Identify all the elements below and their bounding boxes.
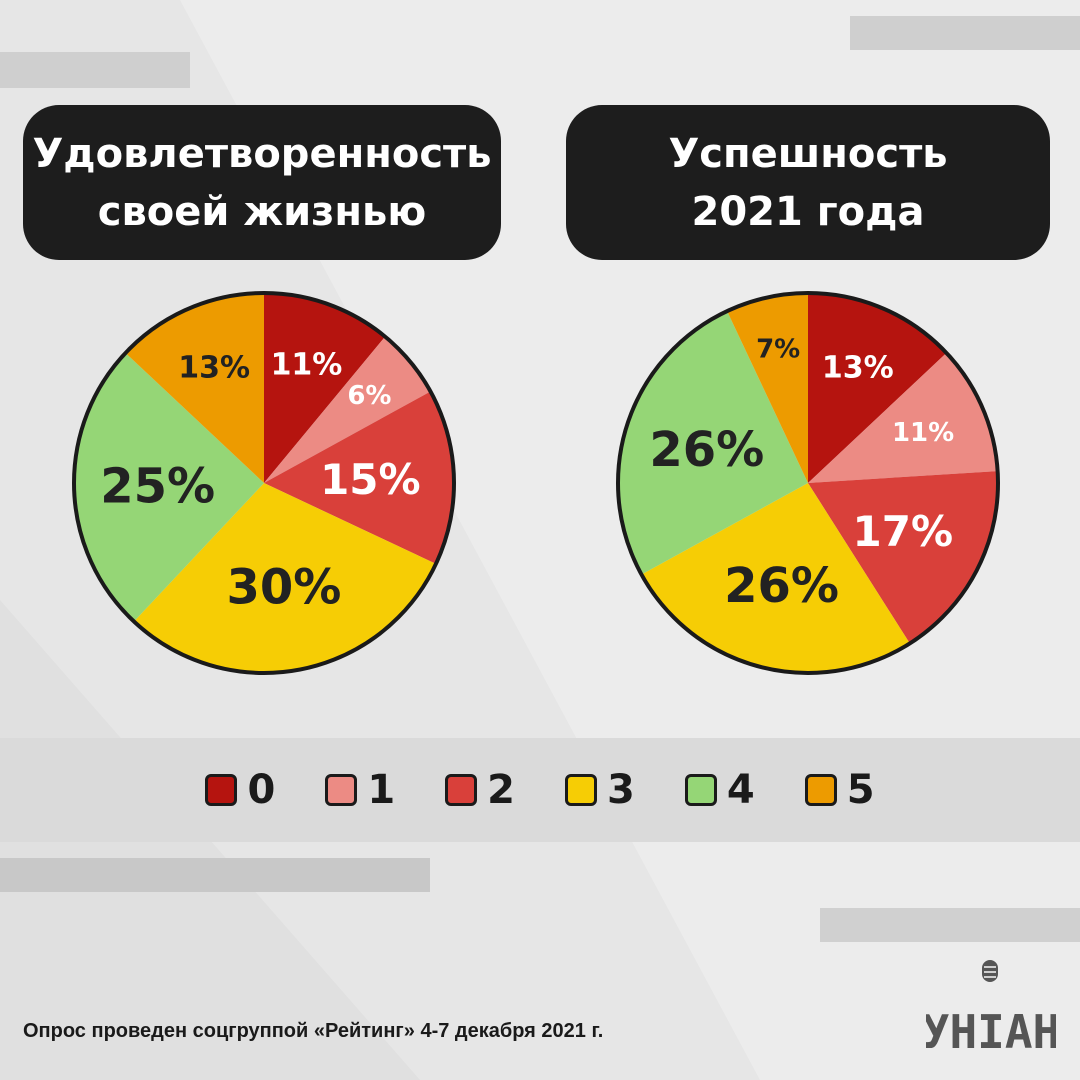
pie-slice-3 xyxy=(133,483,436,673)
legend-swatch xyxy=(565,774,597,806)
pie-chart-success: 13% 11% 17% 26% 26% 7% xyxy=(616,291,1000,675)
pie-slice-3 xyxy=(641,483,910,673)
legend-swatch xyxy=(445,774,478,806)
legend-item-3: 3 xyxy=(565,767,635,813)
title-line-2: своей жизнью xyxy=(97,188,427,235)
legend-swatch xyxy=(684,774,717,806)
pie-slice-4 xyxy=(74,352,264,622)
pie-label-5: 13% xyxy=(178,350,250,385)
pie-slice-1 xyxy=(264,336,431,483)
survey-source-note: Опрос проведен соцгруппой «Рейтинг» 4-7 … xyxy=(23,1020,604,1042)
unian-logo: УНІАН xyxy=(926,960,1056,1055)
pie-label-2: 17% xyxy=(853,507,954,556)
legend-band xyxy=(0,738,1080,842)
legend-swatch xyxy=(325,774,358,806)
pie-slice-4 xyxy=(618,311,808,575)
pie-outline xyxy=(616,291,1000,675)
pie-slice-2 xyxy=(808,471,998,644)
pie-outline xyxy=(72,291,456,675)
pie-chart-satisfaction: 11%6% 15% 30%25% 13% xyxy=(72,291,456,675)
legend-label: 4 xyxy=(726,767,755,813)
legend-item-2: 2 xyxy=(445,767,515,813)
pie-slice-2 xyxy=(264,391,454,564)
pie-label-2: 15% xyxy=(320,455,421,504)
logo-text: УНІАН xyxy=(926,1005,1056,1055)
legend-label: 0 xyxy=(247,767,276,813)
title-line-1: Успешность xyxy=(668,130,948,177)
legend-label: 2 xyxy=(487,767,515,813)
legend-item-5: 5 xyxy=(804,767,875,813)
legend: 0 1 2 3 4 5 xyxy=(0,738,1080,842)
microphone-icon xyxy=(982,960,998,982)
pie-label-3: 30% xyxy=(226,560,341,616)
pie-slice-5 xyxy=(727,293,808,483)
pie-slice-0 xyxy=(264,293,386,483)
legend-swatch xyxy=(804,774,837,806)
pie-label-0: 11% xyxy=(271,348,343,383)
title-line-1: Удовлетворенность xyxy=(32,130,492,177)
pie-label-4: 25% xyxy=(100,458,215,514)
pie-slice-1 xyxy=(808,352,998,483)
pie-slice-0 xyxy=(808,293,947,483)
legend-swatch xyxy=(205,774,238,806)
pie-label-5: 7% xyxy=(756,334,800,364)
pie-label-1: 11% xyxy=(892,418,954,448)
pie-slice-5 xyxy=(125,293,264,483)
legend-item-1: 1 xyxy=(325,767,395,813)
pie-label-0: 13% xyxy=(822,350,894,385)
title-line-2: 2021 года xyxy=(691,188,925,235)
chart-title-success: Успешность 2021 года xyxy=(566,105,1050,260)
legend-label: 1 xyxy=(367,767,396,813)
pie-label-1: 6% xyxy=(347,381,391,411)
legend-item-4: 4 xyxy=(684,767,755,813)
chart-title-satisfaction: Удовлетворенность своей жизнью xyxy=(23,105,501,260)
legend-label: 5 xyxy=(846,767,875,813)
pie-label-4: 26% xyxy=(649,422,764,478)
legend-label: 3 xyxy=(607,767,635,813)
pie-label-3: 26% xyxy=(724,558,839,614)
legend-item-0: 0 xyxy=(205,767,275,813)
